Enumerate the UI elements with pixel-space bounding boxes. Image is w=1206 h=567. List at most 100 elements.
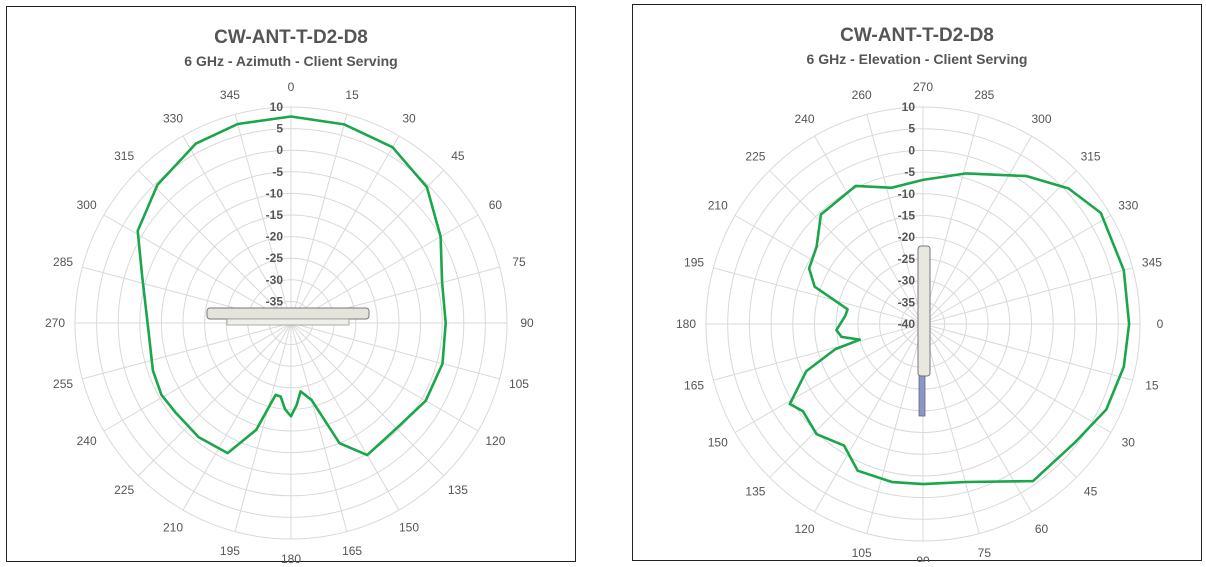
grid-spoke xyxy=(769,170,924,325)
elevation-polar-plot: 0153045607590105120135150165180195210225… xyxy=(676,80,1164,562)
grid-spoke xyxy=(769,323,924,478)
angle-tick-label: 260 xyxy=(852,88,872,102)
radial-tick-label: -35 xyxy=(266,294,284,308)
angle-tick-label: 60 xyxy=(1035,522,1049,536)
chart-title: CW-ANT-T-D2-D8 xyxy=(214,27,368,48)
radial-tick-label: 5 xyxy=(276,122,283,136)
grid-spoke xyxy=(290,322,400,511)
radial-tick-label: -10 xyxy=(266,186,284,200)
angle-tick-label: 225 xyxy=(114,483,134,497)
antenna-base xyxy=(226,318,350,326)
radial-tick-label: -25 xyxy=(898,252,916,266)
grid-spoke xyxy=(814,323,924,513)
angle-tick-label: 195 xyxy=(684,256,704,270)
grid-spoke xyxy=(922,323,1112,433)
radial-tick-label: 0 xyxy=(908,143,915,157)
angle-tick-label: 15 xyxy=(1145,378,1159,392)
angle-tick-label: 285 xyxy=(53,255,73,269)
chart-title: CW-ANT-T-D2-D8 xyxy=(840,25,994,46)
angle-tick-label: 15 xyxy=(345,88,359,102)
angle-tick-label: 210 xyxy=(163,520,183,534)
angle-tick-label: 165 xyxy=(684,378,704,392)
radial-tick-label: 10 xyxy=(270,100,284,114)
angle-tick-label: 45 xyxy=(451,149,465,163)
radial-tick-label: -5 xyxy=(272,165,283,179)
radial-tick-label: -35 xyxy=(898,295,916,309)
angle-tick-label: 0 xyxy=(288,80,295,94)
grid-spoke xyxy=(103,214,292,324)
grid-spoke xyxy=(922,114,980,325)
angle-tick-label: 180 xyxy=(281,552,301,563)
radial-tick-label: -25 xyxy=(266,251,284,265)
grid-spoke xyxy=(290,214,479,324)
angle-tick-label: 105 xyxy=(509,377,529,391)
angle-tick-label: 30 xyxy=(402,112,416,126)
grid-spoke xyxy=(922,323,1077,478)
grid-spoke xyxy=(866,114,924,325)
grid-spoke xyxy=(814,135,924,325)
grid-spoke xyxy=(922,170,1077,325)
angle-tick-label: 150 xyxy=(399,520,419,534)
angle-tick-label: 225 xyxy=(745,149,765,163)
grid-spoke xyxy=(234,114,292,324)
angle-tick-label: 0 xyxy=(1157,317,1164,331)
angle-tick-label: 120 xyxy=(485,434,505,448)
grid-spoke xyxy=(922,215,1112,325)
grid-spoke xyxy=(182,322,292,511)
grid-spoke xyxy=(922,135,1032,325)
angle-tick-label: 270 xyxy=(45,316,65,330)
angle-tick-label: 75 xyxy=(978,546,992,560)
angle-tick-label: 330 xyxy=(163,112,183,126)
antenna-image xyxy=(917,245,931,377)
angle-tick-label: 300 xyxy=(1031,112,1051,126)
grid-spoke xyxy=(290,135,400,324)
angle-tick-label: 315 xyxy=(1081,149,1101,163)
angle-tick-label: 270 xyxy=(913,80,933,94)
angle-tick-label: 195 xyxy=(220,544,240,558)
radial-tick-label: -40 xyxy=(898,317,916,331)
grid-spoke xyxy=(734,323,924,433)
radial-tick-label: -15 xyxy=(898,209,916,223)
chart-subtitle: 6 GHz - Elevation - Client Serving xyxy=(806,51,1028,67)
angle-tick-label: 135 xyxy=(745,485,765,499)
antenna-image xyxy=(206,307,370,320)
angle-tick-label: 105 xyxy=(852,546,872,560)
grid-spoke xyxy=(290,114,348,324)
angle-tick-label: 255 xyxy=(53,377,73,391)
radial-tick-label: -10 xyxy=(898,187,916,201)
elevation-chart-panel: CW-ANT-T-D2-D8 6 GHz - Elevation - Clien… xyxy=(632,4,1202,562)
grid-spoke xyxy=(82,322,292,380)
radial-tick-label: -30 xyxy=(898,274,916,288)
radial-tick-label: 0 xyxy=(276,143,283,157)
angle-tick-label: 45 xyxy=(1084,485,1098,499)
angle-tick-label: 135 xyxy=(448,483,468,497)
grid-spoke xyxy=(137,169,292,324)
chart-subtitle: 6 GHz - Azimuth - Client Serving xyxy=(184,53,398,69)
grid-spoke xyxy=(290,169,445,324)
grid-spoke xyxy=(922,323,1133,381)
angle-tick-label: 165 xyxy=(342,544,362,558)
grid-spoke xyxy=(182,135,292,324)
angle-tick-label: 240 xyxy=(794,112,814,126)
angle-tick-label: 315 xyxy=(114,149,134,163)
azimuth-chart-panel: CW-ANT-T-D2-D8 6 GHz - Azimuth - Client … xyxy=(6,6,576,563)
grid-spoke xyxy=(234,322,292,532)
grid-spoke xyxy=(922,323,980,534)
angle-tick-label: 60 xyxy=(489,198,503,212)
angle-tick-label: 285 xyxy=(974,88,994,102)
angle-tick-label: 120 xyxy=(794,522,814,536)
grid-spoke xyxy=(734,215,924,325)
grid-spoke xyxy=(103,322,292,432)
pattern-series-line xyxy=(136,115,448,457)
angle-tick-label: 30 xyxy=(1122,436,1136,450)
angle-tick-label: 330 xyxy=(1118,199,1138,213)
grid-spoke xyxy=(713,323,924,381)
pattern-series-line xyxy=(788,172,1131,486)
radial-tick-label: 5 xyxy=(908,122,915,136)
radial-tick-label: -30 xyxy=(266,273,284,287)
grid-spoke xyxy=(713,267,924,325)
angle-tick-label: 300 xyxy=(77,198,97,212)
angle-tick-label: 90 xyxy=(520,316,534,330)
angle-tick-label: 75 xyxy=(512,255,526,269)
angle-tick-label: 345 xyxy=(1142,256,1162,270)
